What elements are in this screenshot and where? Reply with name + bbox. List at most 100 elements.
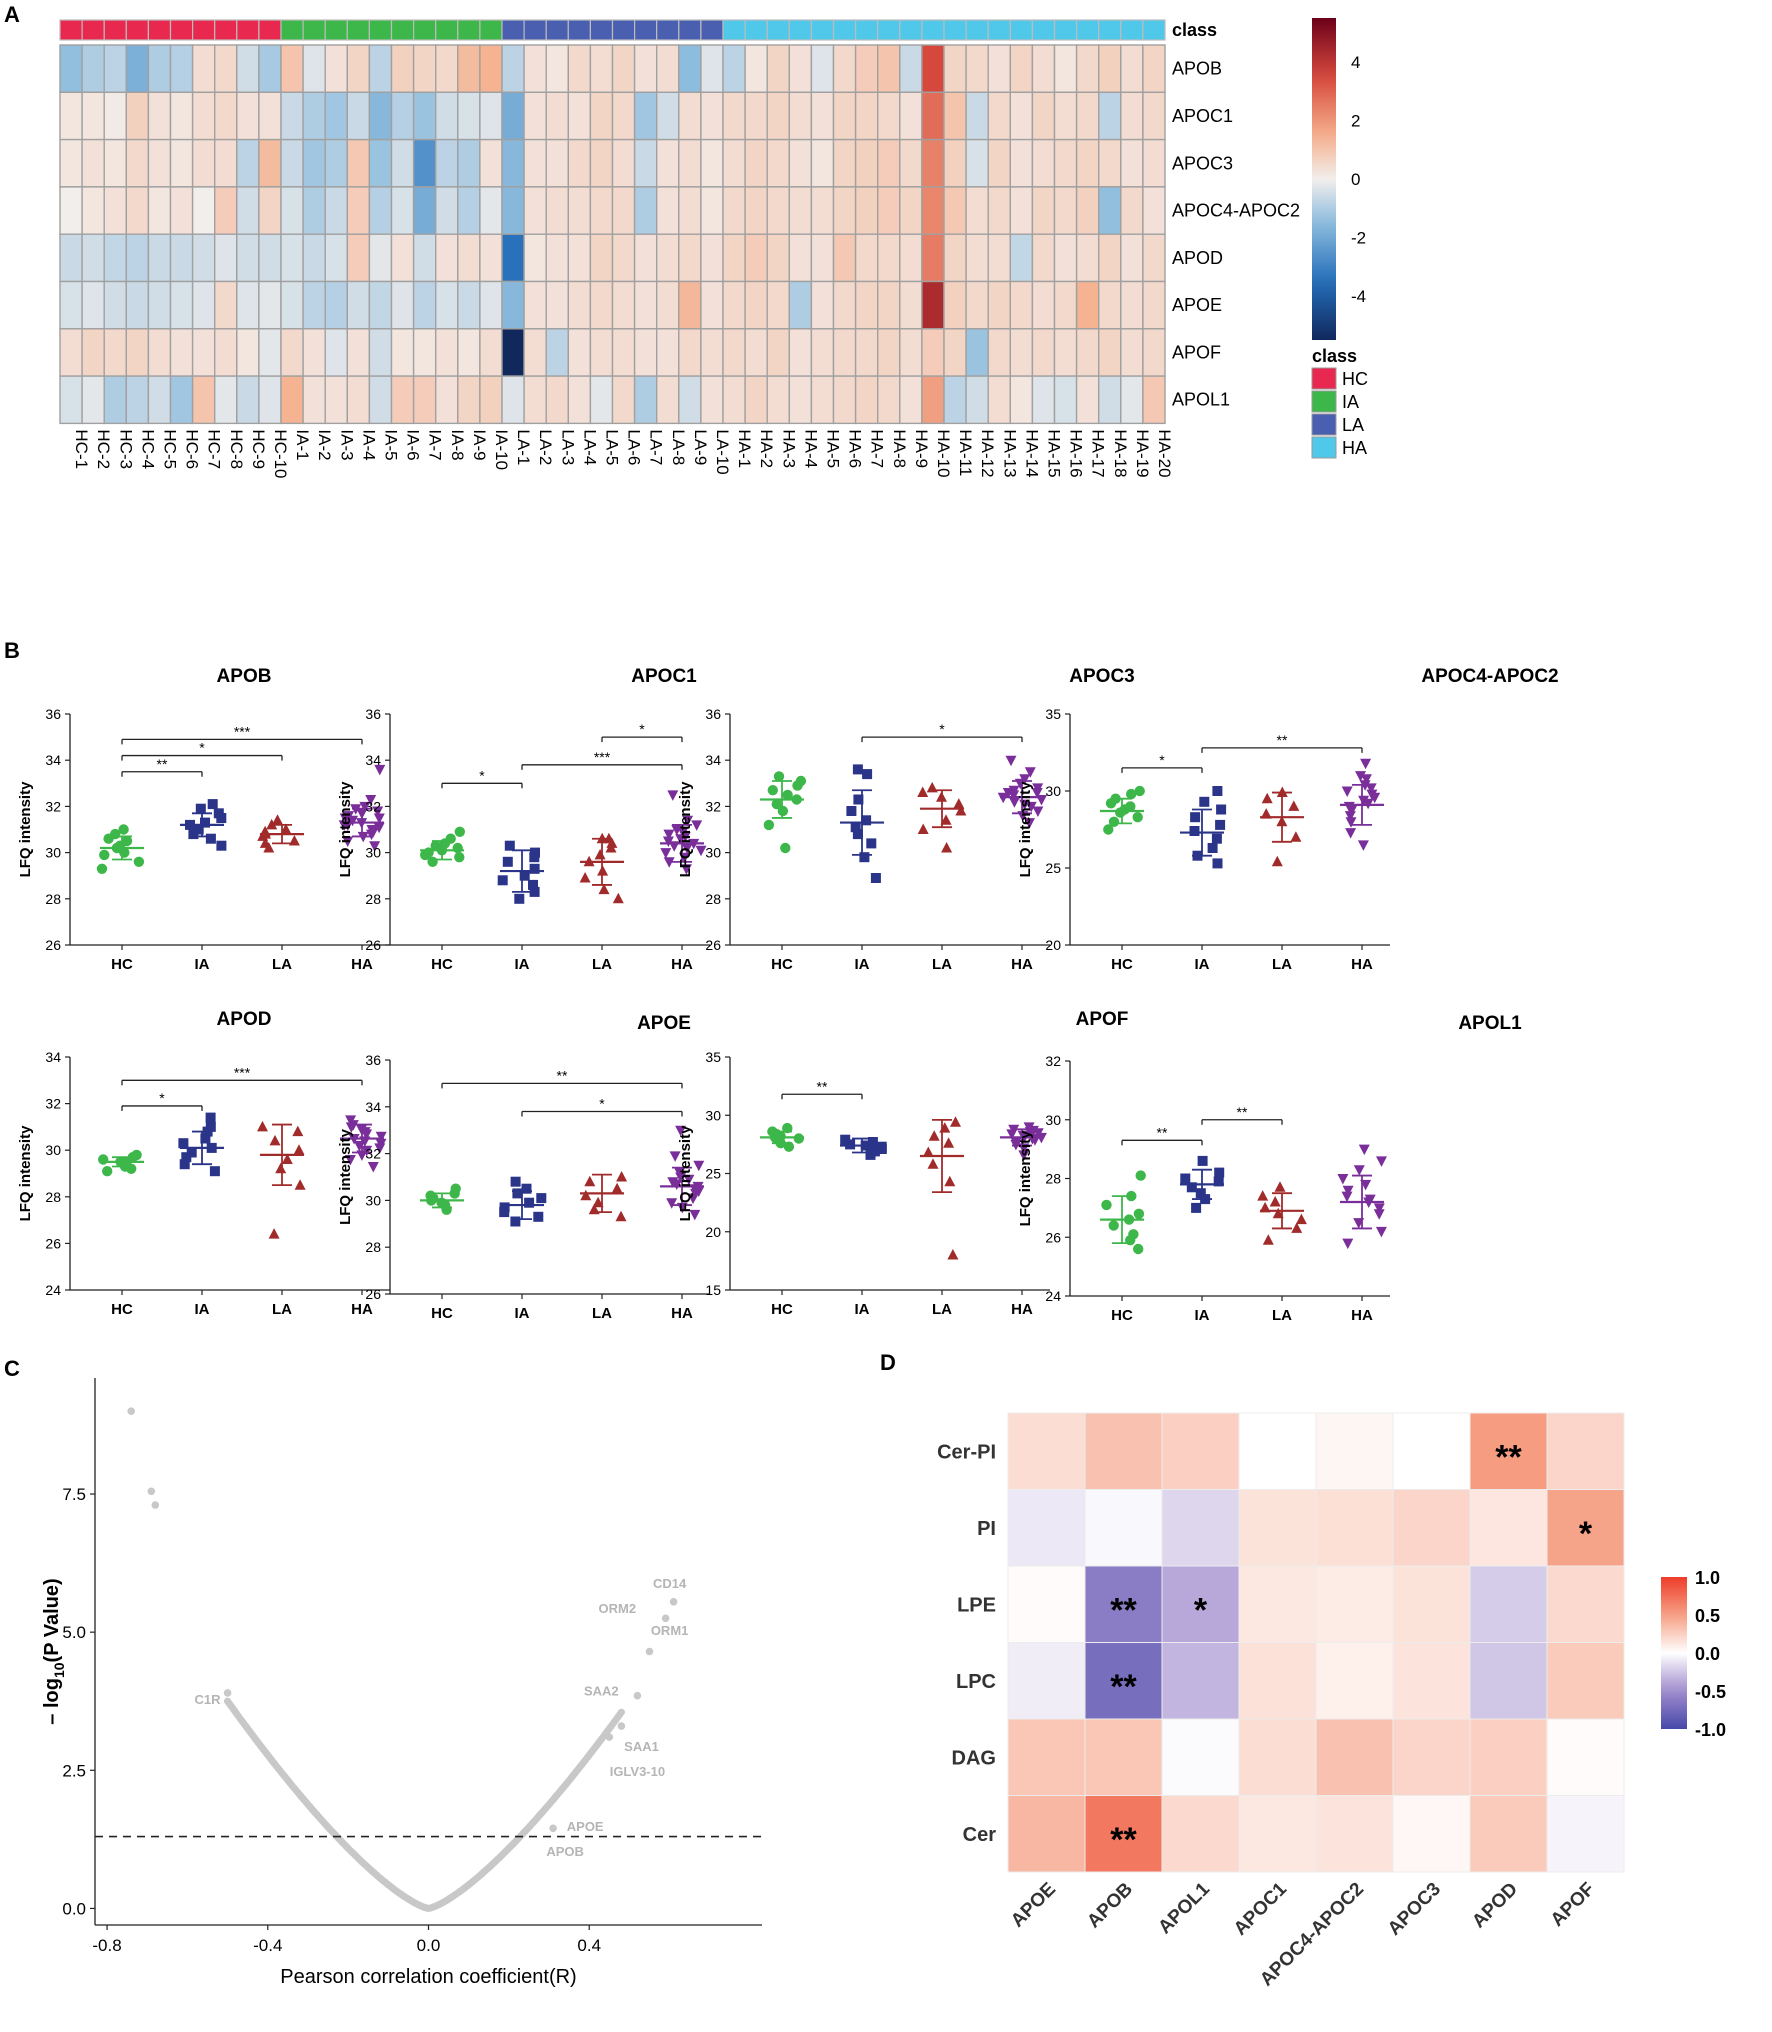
heatmap-cell <box>965 233 989 283</box>
heatmap-cell <box>1075 138 1100 188</box>
heatmap-cell <box>1075 44 1100 93</box>
heatmap-cell <box>877 280 901 330</box>
heatmap-cell <box>346 328 371 377</box>
data-point-HA <box>1345 828 1357 839</box>
y-tick-label: 32 <box>1045 1053 1061 1069</box>
data-point-HA <box>677 827 689 838</box>
class-bar-cell-LA <box>633 19 658 41</box>
data-point-HA <box>669 1151 681 1162</box>
data-point-HC <box>445 833 456 844</box>
heatmap-cell <box>678 138 702 188</box>
heatmap-cell <box>324 186 349 235</box>
heatmap-cell <box>125 186 150 235</box>
sample-label: IA-4 <box>359 429 378 460</box>
data-point-IA <box>1199 796 1210 807</box>
x-tick-label: HC <box>1111 1307 1133 1324</box>
heatmap-cell <box>81 138 105 188</box>
sample-label: HA-6 <box>846 429 865 468</box>
colorbar-tick: 0 <box>1351 170 1360 189</box>
data-point-HA <box>1342 1185 1354 1197</box>
heatmap-cell <box>258 328 282 377</box>
panel-label-c: C <box>4 1356 20 1381</box>
data-point-IA <box>1212 786 1223 796</box>
heatmap-cell <box>435 280 459 330</box>
data-point-HC <box>454 826 465 837</box>
correlation-cell <box>1469 1795 1548 1873</box>
y-axis-label-subscript: 10 <box>51 1662 67 1678</box>
heatmap-cell <box>987 328 1012 377</box>
heatmap-cell <box>258 280 282 330</box>
correlation-cell <box>1161 1489 1240 1567</box>
heatmap-cell <box>523 280 547 330</box>
data-point-HA <box>681 843 693 854</box>
heatmap-cell <box>899 91 923 141</box>
sample-label: IA-6 <box>404 429 423 460</box>
y-tick-label: 25 <box>1045 860 1061 876</box>
data-point-IA <box>205 1121 216 1132</box>
heatmap-cell <box>744 375 768 425</box>
data-point-IA <box>499 1202 510 1213</box>
plot-title: APOE <box>637 1013 691 1034</box>
class-legend-swatch-LA <box>1311 413 1337 436</box>
significance-label: ** <box>157 756 168 772</box>
heatmap-cell <box>147 328 172 377</box>
heatmap-cell <box>1053 44 1078 93</box>
data-point-IA <box>200 1133 211 1144</box>
sample-label: IA-7 <box>426 429 445 460</box>
heatmap-cell <box>545 233 570 283</box>
heatmap-cell <box>1097 138 1122 188</box>
data-point-HA <box>345 1115 357 1126</box>
correlation-cell <box>1546 1565 1625 1643</box>
gene-label: APOC3 <box>1172 153 1233 173</box>
sample-label: HA-14 <box>1022 429 1041 477</box>
heatmap-cell <box>1075 186 1100 235</box>
data-point-IA <box>528 879 538 890</box>
column-label: APOD <box>1468 1879 1522 1933</box>
data-point-LA <box>616 1171 628 1182</box>
significance-star: ** <box>1495 1438 1522 1476</box>
heatmap-cell <box>788 328 813 377</box>
data-point-IA <box>216 840 227 851</box>
heatmap-cell <box>479 280 503 330</box>
data-point-IA <box>1186 1182 1197 1193</box>
data-point-IA <box>870 873 881 883</box>
heatmap-cell <box>479 138 503 188</box>
data-point-LA <box>1257 1190 1269 1201</box>
heatmap-cell <box>943 138 967 188</box>
class-bar-cell-HA <box>1031 19 1056 41</box>
data-point-IA <box>852 829 863 840</box>
class-bar-cell-HC <box>258 19 282 41</box>
data-point-HA <box>1376 1156 1387 1167</box>
data-point-LA <box>592 1196 604 1208</box>
heatmap-cell <box>169 186 194 235</box>
heatmap-cell <box>435 328 459 377</box>
heatmap-cell <box>1142 328 1166 377</box>
heatmap-cell <box>457 233 481 283</box>
correlation-cell <box>1546 1412 1625 1490</box>
heatmap-cell <box>854 233 879 283</box>
heatmap-cell <box>302 44 326 93</box>
class-bar-cell-HC <box>81 19 105 41</box>
heatmap-cell <box>788 44 813 93</box>
heatmap-cell <box>479 91 503 141</box>
heatmap-cell <box>1075 328 1100 377</box>
class-bar-cell-LA <box>523 19 547 41</box>
data-point-IA <box>1213 1176 1224 1187</box>
sample-label: HA-18 <box>1111 429 1130 477</box>
data-point-LA <box>1261 792 1273 804</box>
y-tick-label: 34 <box>45 1049 61 1065</box>
x-tick-label: HA <box>1351 956 1373 973</box>
heatmap-cell <box>103 138 127 188</box>
heatmap-cell <box>722 328 746 377</box>
heatmap-cell <box>965 328 989 377</box>
x-tick-label: IA <box>515 956 530 973</box>
heatmap-cell <box>390 44 415 93</box>
y-axis-label: LFQ intensity <box>677 781 694 877</box>
sample-label: HA-13 <box>1000 429 1019 477</box>
heatmap-cell <box>700 233 724 283</box>
data-point-HA <box>667 790 679 801</box>
data-point-IA <box>840 1134 851 1145</box>
sample-label: LA-7 <box>647 429 666 465</box>
heatmap-cell <box>589 233 614 283</box>
